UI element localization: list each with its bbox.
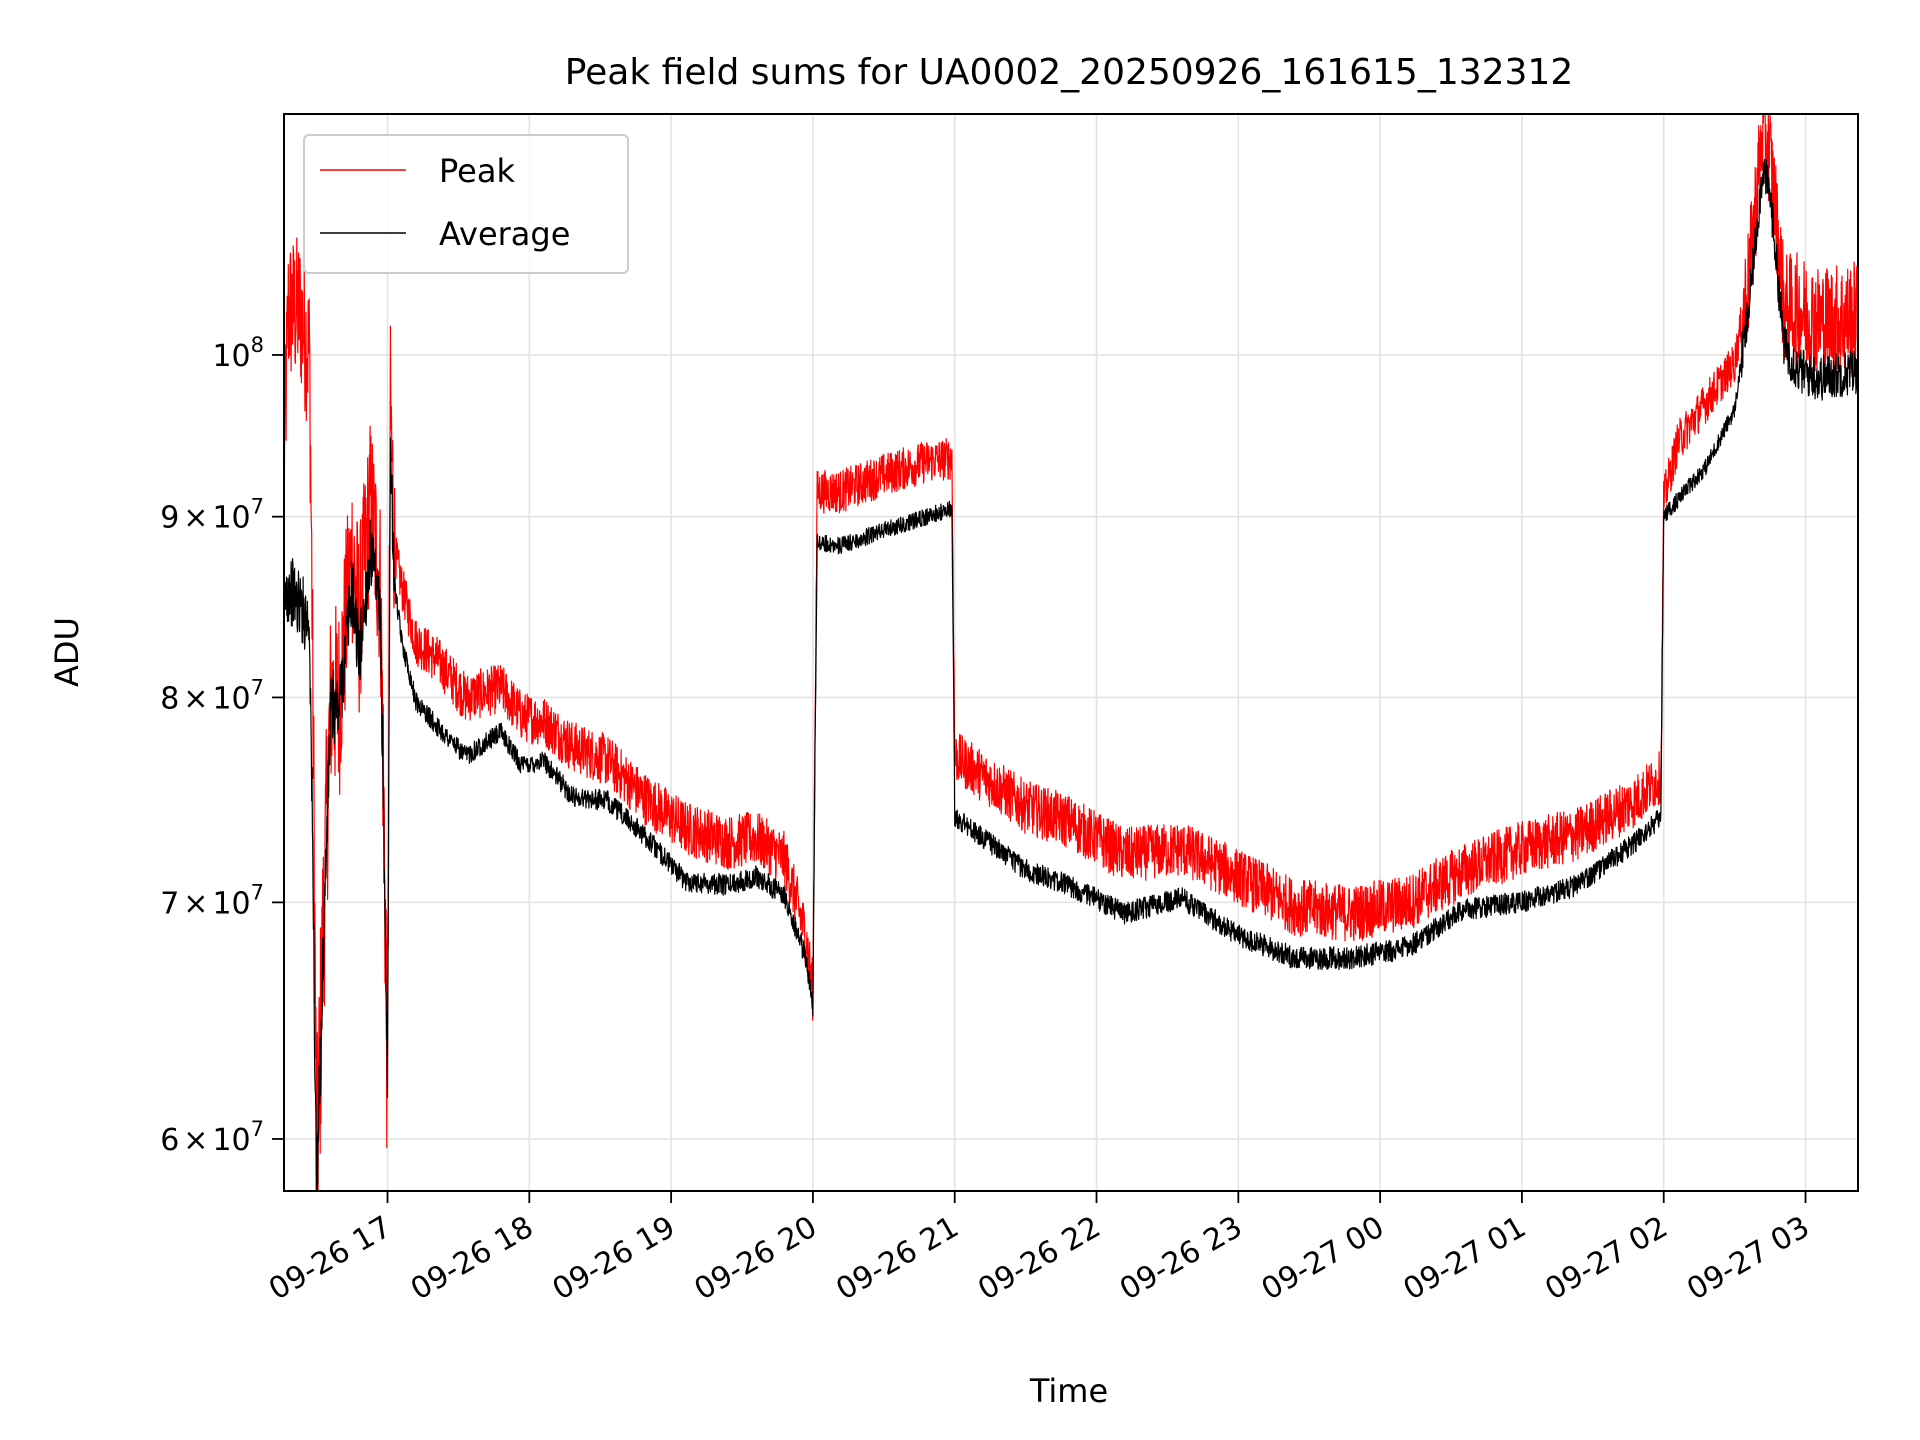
y-tick-labels: 6 × 107 7 × 107 8 × 107 9 × 107 108 bbox=[160, 333, 264, 1158]
legend-label-peak: Peak bbox=[439, 152, 515, 190]
y-tick-label: 108 bbox=[212, 333, 264, 374]
x-axis-label: Time bbox=[1029, 1372, 1108, 1410]
y-tick-label: 9 × 107 bbox=[160, 495, 264, 536]
y-axis-label: ADU bbox=[48, 617, 86, 687]
y-tick-label: 6 × 107 bbox=[160, 1117, 264, 1158]
series-layer bbox=[284, 114, 1858, 1191]
chart-title: Peak field sums for UA0002_20250926_1616… bbox=[565, 52, 1574, 93]
y-tick-label: 7 × 107 bbox=[160, 880, 264, 921]
y-tick-label: 8 × 107 bbox=[160, 675, 264, 716]
series-line-average bbox=[284, 159, 1858, 1191]
grid bbox=[284, 114, 1858, 1191]
legend: Peak Average bbox=[303, 134, 629, 274]
tick-layer bbox=[272, 354, 1807, 1203]
axes-frame bbox=[283, 113, 1859, 1192]
legend-label-average: Average bbox=[439, 215, 570, 253]
series-line-peak bbox=[284, 114, 1858, 1191]
